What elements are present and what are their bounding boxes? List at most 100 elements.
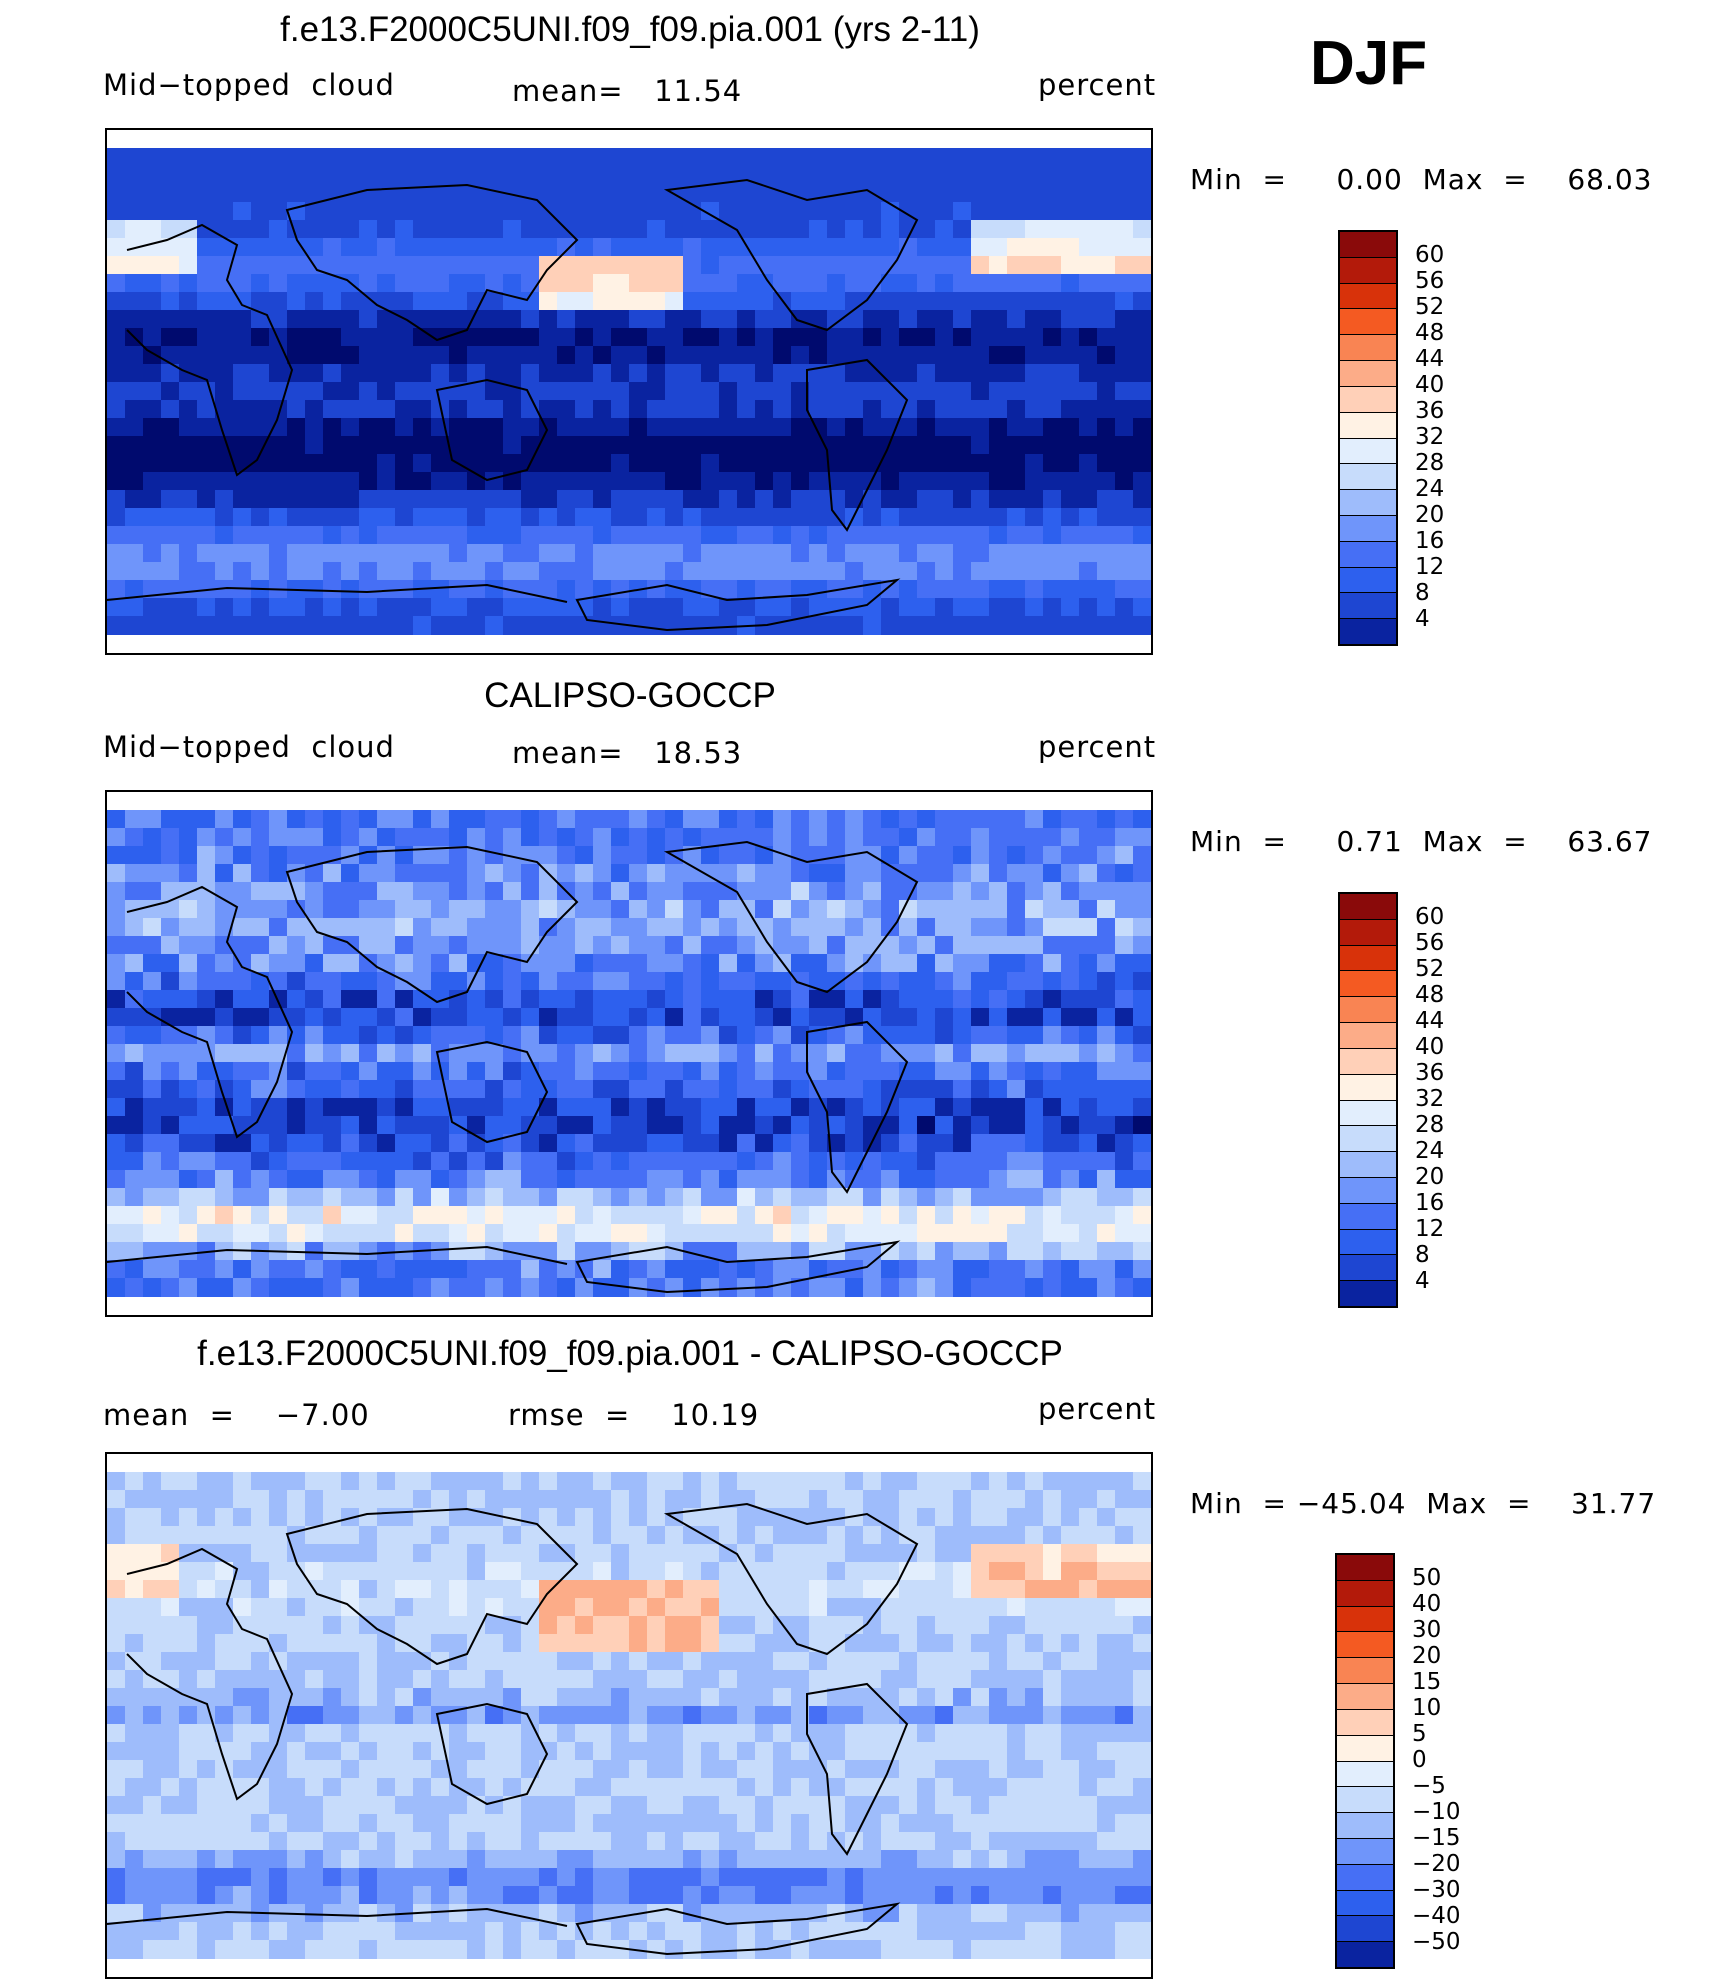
colorbar-swatch [1340, 1100, 1396, 1127]
colorbar-swatch [1340, 490, 1396, 516]
colorbar-label: 48 [1415, 982, 1445, 1008]
colorbar-swatch [1340, 1177, 1396, 1204]
panel2-minmax: Min = 0.71 Max = 63.67 [1190, 825, 1653, 858]
coastline [107, 1907, 568, 1927]
colorbar-label: 52 [1415, 956, 1445, 982]
colorbar-label: −40 [1412, 1903, 1461, 1929]
panel2-title: CALIPSO-GOCCP [484, 676, 776, 715]
colorbar-swatch [1340, 1203, 1396, 1230]
colorbar-label: 5 [1412, 1721, 1427, 1747]
colorbar-swatch [1340, 309, 1396, 336]
colorbar-label: 50 [1412, 1565, 1442, 1591]
colorbar-label: −30 [1412, 1877, 1461, 1903]
colorbar-swatch [1337, 1787, 1393, 1814]
colorbar-swatch [1340, 1074, 1396, 1101]
colorbar-swatch [1337, 1890, 1393, 1917]
colorbar-swatch [1340, 335, 1396, 362]
colorbar-label: −15 [1412, 1825, 1461, 1851]
colorbar-swatch [1340, 593, 1396, 620]
colorbar-swatch [1340, 619, 1396, 644]
colorbar-label: 36 [1415, 398, 1445, 424]
coastline [575, 1902, 901, 1956]
colorbar-label: 44 [1415, 1008, 1445, 1034]
colorbar-swatch [1337, 1709, 1393, 1736]
colorbar-label: −10 [1412, 1799, 1461, 1825]
colorbar-swatch [1337, 1555, 1393, 1581]
panel1-minmax: Min = 0.00 Max = 68.03 [1190, 163, 1653, 196]
colorbar-label: 10 [1412, 1695, 1442, 1721]
coastline [806, 1020, 909, 1194]
panel1-variable-label: Mid−topped cloud [103, 68, 395, 102]
colorbar-label: 4 [1415, 606, 1430, 632]
panel3-title: f.e13.F2000C5UNI.f09_f09.pia.001 - CALIP… [197, 1334, 1063, 1373]
coastline [107, 583, 568, 603]
colorbar-label: 15 [1412, 1669, 1442, 1695]
panel1-map [105, 128, 1153, 655]
panel3-colorbar [1335, 1553, 1395, 1969]
colorbar-swatch [1340, 567, 1396, 594]
colorbar-swatch [1340, 438, 1396, 465]
colorbar-swatch [1340, 361, 1396, 387]
colorbar-swatch [1337, 1658, 1393, 1685]
colorbar-label: 44 [1415, 346, 1445, 372]
panel2-colorbar [1338, 892, 1398, 1308]
colorbar-label: 8 [1415, 1242, 1430, 1268]
panel1-title: f.e13.F2000C5UNI.f09_f09.pia.001 (yrs 2-… [280, 10, 980, 49]
colorbar-swatch [1340, 997, 1396, 1024]
panel2-units-label: percent [1038, 730, 1157, 764]
panel3-minmax: Min = −45.04 Max = 31.77 [1190, 1487, 1657, 1520]
colorbar-swatch [1340, 971, 1396, 998]
colorbar-swatch [1337, 1735, 1393, 1762]
colorbar-swatch [1340, 386, 1396, 413]
colorbar-label: 20 [1412, 1643, 1442, 1669]
colorbar-label: −20 [1412, 1851, 1461, 1877]
colorbar-label: 52 [1415, 294, 1445, 320]
colorbar-label: 40 [1412, 1591, 1442, 1617]
panel3-mean-label: mean = −7.00 [103, 1398, 370, 1432]
colorbar-label: 40 [1415, 1034, 1445, 1060]
coastline [285, 1507, 579, 1666]
colorbar-label: 4 [1415, 1268, 1430, 1294]
colorbar-swatch [1337, 1684, 1393, 1710]
colorbar-swatch [1340, 1023, 1396, 1049]
coastline [126, 885, 294, 1139]
colorbar-label: 48 [1415, 320, 1445, 346]
colorbar-label: 24 [1415, 1138, 1445, 1164]
colorbar-swatch [1337, 1942, 1393, 1967]
colorbar-swatch [1340, 232, 1396, 258]
coastline [663, 178, 919, 332]
panel1-map-svg [107, 148, 1151, 635]
panel2-map [105, 790, 1153, 1317]
coastline [285, 845, 579, 1004]
colorbar-swatch [1337, 1813, 1393, 1839]
panel3-map [105, 1452, 1153, 1979]
colorbar-label: 12 [1415, 554, 1445, 580]
season-label: DJF [1310, 29, 1428, 98]
colorbar-swatch [1337, 1838, 1393, 1865]
colorbar-swatch [1337, 1864, 1393, 1891]
coastline [575, 578, 901, 632]
coastline [806, 1682, 909, 1856]
colorbar-swatch [1340, 515, 1396, 542]
colorbar-label: 16 [1415, 1190, 1445, 1216]
coastline [285, 183, 579, 342]
colorbar-swatch [1337, 1632, 1393, 1659]
colorbar-label: 60 [1415, 242, 1445, 268]
colorbar-swatch [1340, 945, 1396, 972]
panel1-units-label: percent [1038, 68, 1157, 102]
panel3-rmse-label: rmse = 10.19 [508, 1398, 760, 1432]
colorbar-swatch [1340, 919, 1396, 946]
colorbar-swatch [1340, 464, 1396, 491]
coastline [435, 1040, 549, 1144]
coastline [663, 840, 919, 994]
colorbar-label: 40 [1415, 372, 1445, 398]
colorbar-label: 30 [1412, 1617, 1442, 1643]
coastline [107, 1245, 568, 1265]
panel1-mean-label: mean= 11.54 [512, 74, 743, 108]
colorbar-swatch [1340, 1048, 1396, 1075]
colorbar-swatch [1337, 1580, 1393, 1607]
colorbar-swatch [1340, 283, 1396, 310]
coastline [435, 1702, 549, 1806]
colorbar-swatch [1340, 894, 1396, 920]
colorbar-swatch [1340, 412, 1396, 439]
